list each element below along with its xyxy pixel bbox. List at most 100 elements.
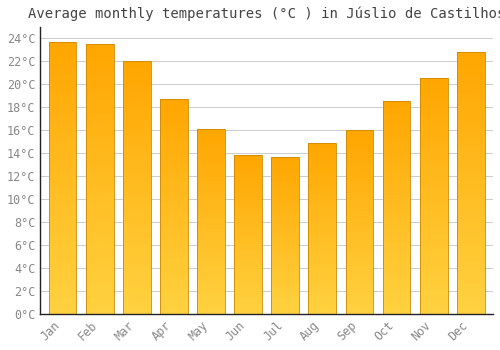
Bar	[308, 222, 336, 225]
Bar	[308, 232, 336, 235]
Bar	[197, 206, 225, 210]
Bar	[346, 185, 374, 189]
Bar	[197, 225, 225, 229]
Bar	[197, 218, 225, 222]
Bar	[86, 120, 114, 125]
Bar	[86, 292, 114, 298]
Bar	[457, 146, 484, 152]
Bar	[346, 145, 374, 148]
Bar	[86, 249, 114, 254]
Bar	[346, 277, 374, 281]
Bar	[457, 219, 484, 225]
Bar	[123, 157, 150, 162]
Bar	[123, 299, 150, 304]
Bar	[234, 174, 262, 177]
Bar	[160, 305, 188, 310]
Bar	[197, 222, 225, 225]
Bar	[382, 284, 410, 288]
Bar	[346, 160, 374, 163]
Bar	[346, 303, 374, 307]
Bar	[123, 248, 150, 253]
Bar	[382, 288, 410, 293]
Bar	[123, 289, 150, 294]
Bar	[308, 211, 336, 215]
Bar	[48, 270, 76, 276]
Bar	[234, 203, 262, 206]
Bar	[197, 159, 225, 162]
Bar	[48, 80, 76, 85]
Bar	[160, 112, 188, 116]
Bar	[346, 211, 374, 215]
Bar	[234, 155, 262, 314]
Bar	[197, 184, 225, 188]
Bar	[86, 233, 114, 238]
Bar	[308, 303, 336, 307]
Bar	[457, 167, 484, 173]
Bar	[308, 245, 336, 249]
Bar	[457, 272, 484, 277]
Bar	[272, 210, 299, 213]
Bar	[123, 66, 150, 71]
Bar	[346, 193, 374, 196]
Bar	[86, 158, 114, 163]
Bar	[48, 91, 76, 96]
Bar	[382, 118, 410, 122]
Bar	[160, 129, 188, 133]
Bar	[197, 196, 225, 199]
Bar	[86, 49, 114, 55]
Bar	[272, 169, 299, 172]
Bar	[382, 208, 410, 212]
Bar	[420, 290, 448, 295]
Bar	[420, 257, 448, 262]
Bar	[272, 264, 299, 267]
Bar	[123, 304, 150, 309]
Bar	[457, 136, 484, 141]
Bar	[160, 108, 188, 112]
Bar	[382, 293, 410, 297]
Bar	[123, 177, 150, 182]
Bar	[234, 301, 262, 304]
Bar	[346, 141, 374, 145]
Bar	[197, 188, 225, 192]
Bar	[308, 160, 336, 163]
Bar	[346, 266, 374, 270]
Bar	[382, 195, 410, 199]
Bar	[308, 249, 336, 252]
Bar	[272, 188, 299, 191]
Bar	[420, 215, 448, 220]
Bar	[123, 188, 150, 193]
Bar	[123, 279, 150, 284]
Bar	[457, 173, 484, 178]
Bar	[86, 179, 114, 184]
Bar	[234, 298, 262, 301]
Bar	[420, 243, 448, 248]
Bar	[420, 262, 448, 267]
Bar	[123, 218, 150, 223]
Bar	[420, 304, 448, 309]
Bar	[197, 129, 225, 133]
Bar	[123, 263, 150, 268]
Bar	[382, 237, 410, 241]
Bar	[86, 254, 114, 260]
Bar	[48, 102, 76, 107]
Bar	[160, 99, 188, 103]
Bar	[86, 206, 114, 211]
Bar	[123, 228, 150, 233]
Bar	[308, 187, 336, 191]
Bar	[86, 222, 114, 228]
Bar	[160, 146, 188, 150]
Bar	[308, 143, 336, 146]
Bar	[123, 213, 150, 218]
Bar	[272, 267, 299, 270]
Bar	[123, 238, 150, 243]
Bar	[272, 311, 299, 314]
Bar	[160, 103, 188, 108]
Bar	[272, 191, 299, 194]
Bar	[160, 194, 188, 198]
Bar	[48, 281, 76, 287]
Bar	[420, 286, 448, 290]
Bar	[382, 161, 410, 165]
Bar	[48, 52, 76, 58]
Bar	[160, 125, 188, 129]
Bar	[234, 165, 262, 168]
